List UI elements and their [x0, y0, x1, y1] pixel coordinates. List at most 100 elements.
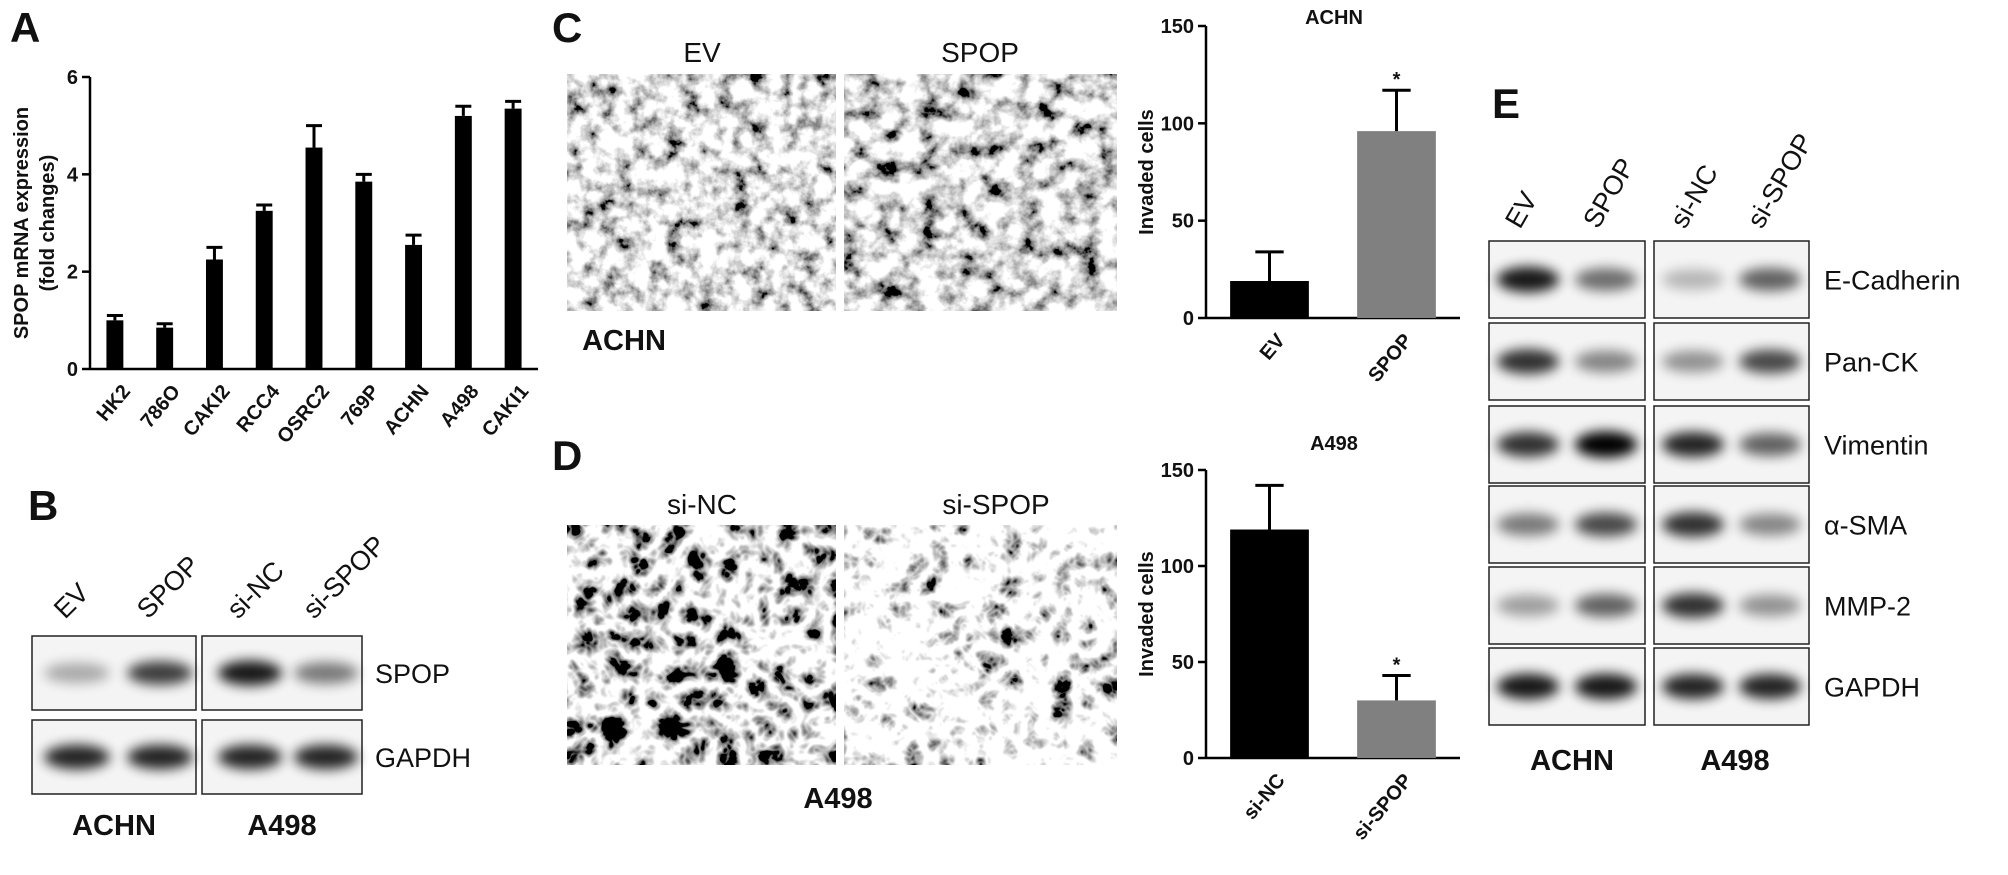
protein-label: SPOP — [375, 659, 450, 689]
lane-label: SPOP — [131, 550, 205, 624]
cell-line-label: ACHN — [1530, 745, 1614, 777]
y-axis-label: (fold changes) — [37, 155, 59, 292]
significance-label: * — [1393, 654, 1401, 676]
bar — [1357, 131, 1436, 318]
protein-label: Vimentin — [1824, 431, 1929, 461]
lane-label: si-NC — [1664, 160, 1724, 233]
band — [1662, 593, 1724, 618]
image-label: SPOP — [941, 37, 1019, 68]
band — [1739, 594, 1801, 617]
blot — [1653, 405, 1810, 484]
blot — [1488, 405, 1646, 484]
y-axis-label: Invaded cells — [1136, 551, 1158, 677]
image-label: si-SPOP — [942, 489, 1049, 520]
lane-label: si-SPOP — [297, 530, 391, 624]
error-bar — [256, 203, 273, 211]
lane-label: si-NC — [221, 555, 290, 624]
band — [1496, 673, 1560, 700]
band — [127, 661, 193, 685]
micrograph — [567, 525, 836, 765]
protein-label: α-SMA — [1824, 511, 1907, 541]
panel-label: C — [552, 4, 582, 51]
y-tick-label: 50 — [1172, 211, 1194, 233]
band — [294, 744, 358, 770]
protein-label: Pan-CK — [1824, 348, 1919, 378]
image-label: EV — [683, 37, 721, 68]
blot — [1653, 240, 1810, 319]
band — [1574, 268, 1638, 291]
x-tick-label: si-NC — [1239, 770, 1289, 824]
y-tick-label: 4 — [67, 164, 79, 186]
error-bar — [1382, 673, 1411, 701]
protein-label: GAPDH — [375, 743, 471, 773]
blot — [1488, 240, 1646, 319]
bar — [1230, 281, 1309, 318]
lane-label: SPOP — [1577, 153, 1640, 233]
band — [294, 662, 358, 684]
lane-label: si-SPOP — [1741, 128, 1819, 233]
bar — [355, 181, 373, 369]
blot — [1653, 485, 1810, 564]
band — [1574, 431, 1638, 458]
bar — [305, 147, 323, 369]
panel-label: E — [1492, 80, 1520, 127]
x-tick-label: EV — [1256, 329, 1290, 364]
cell-line-label: ACHN — [582, 325, 666, 357]
error-bar — [1255, 250, 1284, 282]
error-bar — [156, 322, 173, 328]
y-tick-label: 150 — [1161, 16, 1194, 38]
band — [1662, 512, 1724, 537]
band — [1662, 350, 1724, 373]
x-tick-label: OSRC2 — [273, 381, 334, 448]
band — [1496, 513, 1560, 536]
micrograph — [844, 74, 1117, 311]
band — [218, 660, 282, 686]
blot — [1653, 647, 1810, 726]
blot — [1653, 566, 1810, 645]
band — [1739, 349, 1801, 374]
band — [1574, 350, 1638, 373]
cell-line-label: A498 — [803, 783, 872, 815]
bar — [1230, 529, 1309, 758]
x-tick-label: A498 — [436, 381, 484, 432]
band — [1662, 431, 1724, 458]
band — [1574, 593, 1638, 618]
error-bar — [455, 104, 472, 116]
protein-label: MMP-2 — [1824, 592, 1911, 622]
micrograph — [844, 525, 1117, 765]
x-tick-label: CAKI2 — [179, 381, 234, 441]
protein-label: GAPDH — [1824, 673, 1920, 703]
band — [1662, 673, 1724, 700]
bar — [255, 210, 273, 369]
cell-line-label: ACHN — [72, 810, 156, 842]
y-tick-label: 150 — [1161, 460, 1194, 482]
band — [1496, 266, 1560, 293]
band — [1496, 349, 1560, 374]
band — [44, 744, 110, 770]
band — [1574, 673, 1638, 700]
y-axis-label: SPOP mRNA expression — [11, 107, 33, 339]
cell-line-label: A498 — [247, 810, 316, 842]
blot — [1488, 485, 1646, 564]
y-tick-label: 2 — [67, 262, 78, 284]
blot — [201, 635, 363, 711]
y-tick-label: 0 — [1183, 748, 1194, 770]
band — [1574, 512, 1638, 537]
x-tick-label: 786O — [137, 381, 185, 433]
error-bar — [1255, 483, 1284, 530]
error-bar — [355, 172, 372, 182]
blot — [1488, 647, 1646, 726]
lane-label: EV — [1499, 187, 1543, 233]
blot — [1653, 322, 1810, 401]
error-bar — [206, 245, 223, 260]
bar — [454, 115, 472, 369]
y-tick-label: 6 — [67, 67, 78, 89]
bar — [1357, 700, 1436, 758]
band — [1739, 432, 1801, 457]
blot — [31, 719, 197, 795]
error-bar — [505, 99, 522, 109]
band — [218, 744, 282, 770]
band — [1496, 594, 1560, 617]
